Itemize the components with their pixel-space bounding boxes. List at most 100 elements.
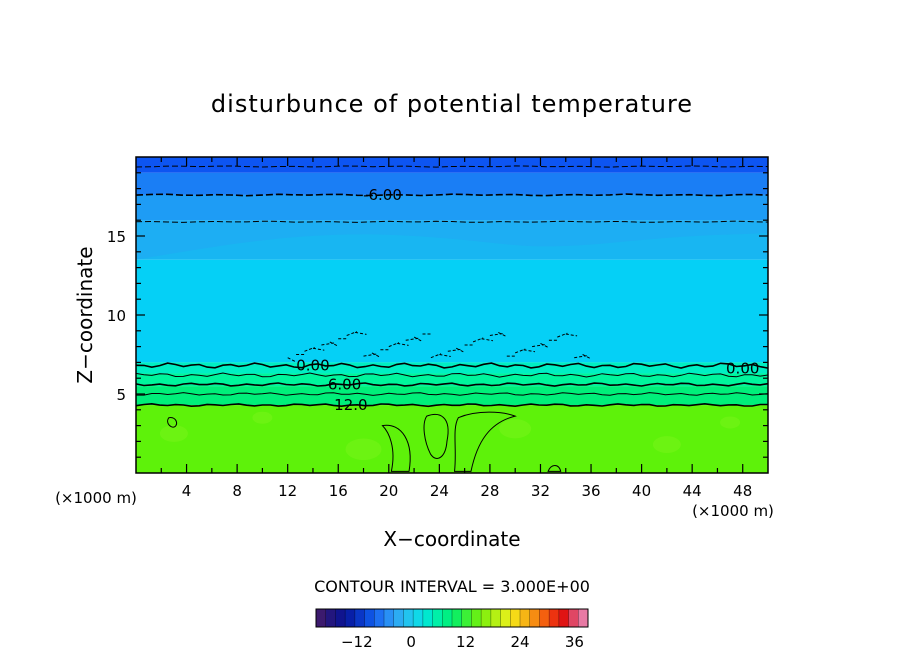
contour-closed-4 xyxy=(547,465,562,472)
colorbar-swatch-27 xyxy=(578,609,589,627)
contour-closed-3 xyxy=(167,417,178,428)
x-tick-label-40: 40 xyxy=(632,482,651,500)
field-layer-0 xyxy=(136,157,768,173)
contour-closed-1 xyxy=(423,414,449,459)
colorbar-swatch-17 xyxy=(481,609,492,627)
contour-fragment-23 xyxy=(481,338,493,342)
x-tick-label-8: 8 xyxy=(232,482,242,500)
x-tick-label-48: 48 xyxy=(733,482,752,500)
contour-fragment-8 xyxy=(355,331,367,335)
contour-minus-9 xyxy=(135,165,769,168)
field-texture-0 xyxy=(159,425,188,442)
x-tick-label-36: 36 xyxy=(581,482,600,500)
y-tick-labels: 5 10 15 xyxy=(107,228,126,404)
contour-9 xyxy=(136,392,769,396)
contour-12 xyxy=(135,402,768,408)
colorbar-swatch-4 xyxy=(354,609,366,627)
contour-fragment-27 xyxy=(515,348,526,354)
field-band-upper xyxy=(136,220,768,260)
contour-label-0: -6.00 xyxy=(363,186,402,204)
contour-fragment-2 xyxy=(304,346,315,352)
colorbar-swatch-26 xyxy=(568,609,579,627)
x-tick-labels: 4 8 12 16 20 24 28 32 36 40 44 48 xyxy=(182,482,752,500)
x-tick-label-16: 16 xyxy=(329,482,348,500)
y-tick-label-5: 5 xyxy=(116,386,126,404)
contour-fragment-15 xyxy=(413,336,422,342)
field-layers xyxy=(136,157,768,473)
contour-fragment-25 xyxy=(498,331,507,337)
colorbar-tick-label-0: 0 xyxy=(406,633,416,651)
contour-fragment-33 xyxy=(565,333,578,337)
colorbar-swatch-24 xyxy=(549,609,560,627)
colorbar-labels: −12 0 12 24 36 xyxy=(341,633,584,651)
contour-fragment-3 xyxy=(312,347,325,351)
contour-fragment-18 xyxy=(439,354,451,357)
contour-fragment-35 xyxy=(582,354,591,359)
x-unit-right: (×1000 m) xyxy=(692,502,774,520)
contour-fragment-28 xyxy=(523,349,536,353)
colorbar-swatch-16 xyxy=(471,609,482,627)
axis-ticks xyxy=(136,157,768,473)
y-axis-label: Z−coordinate xyxy=(73,246,97,383)
field-layer-2 xyxy=(136,194,768,221)
colorbar-swatch-13 xyxy=(442,609,453,627)
colorbar-swatch-1 xyxy=(325,609,336,627)
contour-closed-0 xyxy=(381,424,411,472)
colorbar-swatch-20 xyxy=(510,609,521,627)
contour-fragment-12 xyxy=(388,342,400,348)
contour-fragment-22 xyxy=(472,337,484,343)
contour-fragment-17 xyxy=(430,353,442,359)
colorbar-swatch-8 xyxy=(393,609,404,627)
colorbar-tick-label--12: −12 xyxy=(341,633,373,651)
field-layer-4 xyxy=(136,259,768,363)
contour-fragment-13 xyxy=(397,342,409,346)
contour-label-4: 12.0 xyxy=(334,396,367,414)
contour-label-1: 0.00 xyxy=(296,357,329,375)
contour-closed-2 xyxy=(453,411,517,472)
colorbar-tick-label-24: 24 xyxy=(510,633,529,651)
field-layer-1 xyxy=(136,172,768,195)
contour-6 xyxy=(135,382,769,387)
colorbar-swatch-11 xyxy=(422,609,434,627)
field-texture-5 xyxy=(720,416,741,429)
contour-minus-3 xyxy=(135,220,769,223)
colorbar-swatch-3 xyxy=(345,609,356,627)
colorbar-swatch-15 xyxy=(461,609,472,627)
y-tick-label-15: 15 xyxy=(107,228,126,246)
contour-interval-text: CONTOUR INTERVAL = 3.000E+00 xyxy=(314,577,590,596)
colorbar-swatch-23 xyxy=(539,609,550,627)
contour-fragment-5 xyxy=(329,341,338,347)
colorbar-tick-label-36: 36 xyxy=(565,633,584,651)
colorbar-swatch-25 xyxy=(558,609,570,627)
colorbar-frame xyxy=(315,608,589,628)
x-axis-label: X−coordinate xyxy=(383,527,520,551)
field-layer-7 xyxy=(136,386,768,406)
colorbar-swatch-7 xyxy=(384,609,395,627)
x-tick-label-44: 44 xyxy=(683,482,702,500)
contour-fragment-20 xyxy=(455,347,465,353)
colorbar-swatch-12 xyxy=(432,609,443,627)
contour-fragment-0 xyxy=(287,357,296,363)
colorbar-swatch-6 xyxy=(374,609,385,627)
colorbar-swatch-2 xyxy=(335,609,346,627)
x-tick-label-12: 12 xyxy=(278,482,297,500)
contour-0 xyxy=(135,362,769,369)
field-texture-4 xyxy=(652,436,681,453)
colorbar-swatch-19 xyxy=(500,609,511,627)
colorbar-swatch-0 xyxy=(316,609,327,627)
chart-title: disturbunce of potential temperature xyxy=(211,90,693,118)
colorbar-swatch-9 xyxy=(403,609,414,627)
colorbar-swatch-10 xyxy=(413,609,424,627)
x-unit-left: (×1000 m) xyxy=(55,489,137,507)
colorbar-swatch-14 xyxy=(452,609,463,627)
colorbar-tick-label-12: 12 xyxy=(456,633,475,651)
contour-lines xyxy=(135,165,769,472)
field-texture-1 xyxy=(252,411,273,424)
colorbar-swatch-21 xyxy=(520,609,531,627)
colorbar-swatch-5 xyxy=(364,609,375,627)
colorbar xyxy=(315,608,589,628)
x-tick-label-4: 4 xyxy=(182,482,192,500)
